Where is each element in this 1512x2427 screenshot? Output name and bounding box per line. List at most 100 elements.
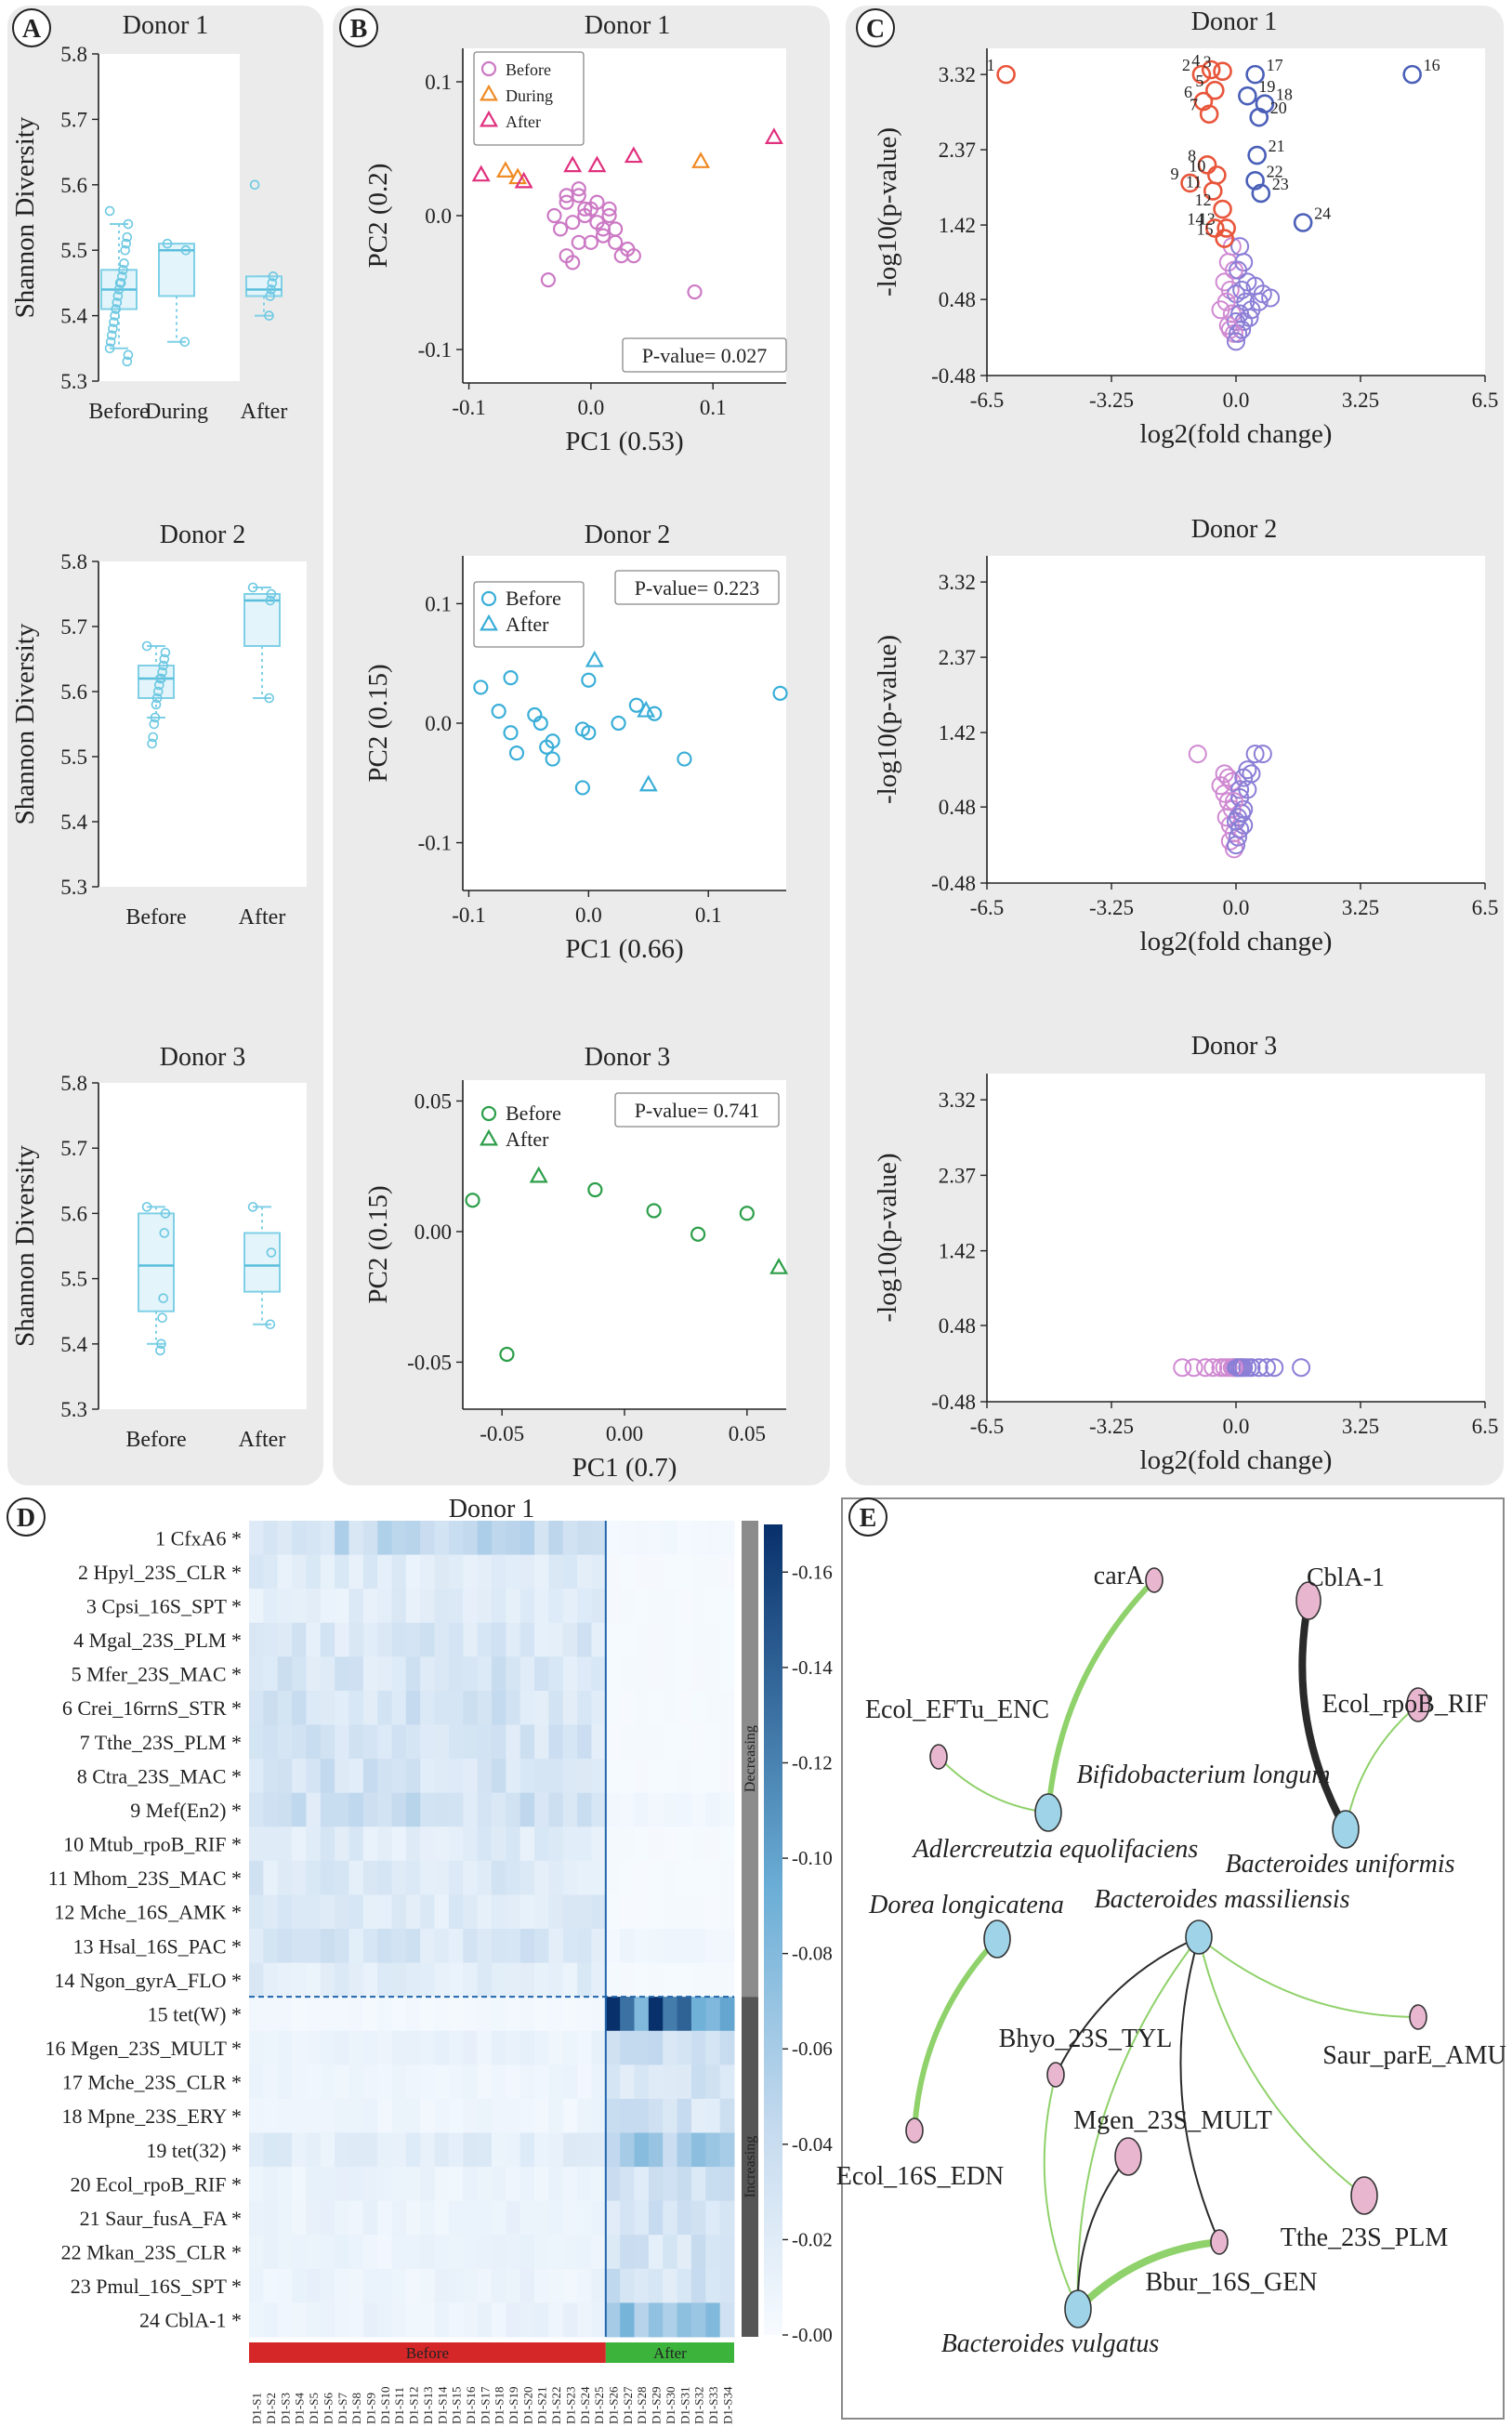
network-node bbox=[1046, 2062, 1065, 2088]
row-group-label: Decreasing bbox=[743, 1725, 758, 1792]
heatmap-cell bbox=[277, 1759, 293, 1794]
point-label: 7 bbox=[1190, 96, 1198, 114]
heatmap-cell bbox=[492, 1622, 506, 1657]
heatmap-cell bbox=[492, 1554, 506, 1589]
y-tick-label: 1.42 bbox=[939, 1240, 976, 1263]
heatmap-cell bbox=[605, 1962, 621, 1998]
network-node-label: Tthe_23S_PLM bbox=[1281, 2223, 1449, 2252]
heatmap-cell bbox=[548, 1962, 564, 1998]
data-point bbox=[1227, 836, 1245, 855]
heatmap-cell bbox=[249, 2098, 264, 2133]
column-label: D1-S10 bbox=[378, 2387, 392, 2424]
heatmap-cell bbox=[420, 1759, 436, 1794]
legend-marker bbox=[480, 590, 497, 607]
heatmap-cell bbox=[420, 2268, 436, 2303]
y-axis-label: -log10(p-value) bbox=[873, 635, 902, 804]
heatmap-cell bbox=[249, 1521, 264, 1556]
heatmap-cell bbox=[362, 1622, 378, 1657]
heatmap-cell bbox=[548, 2132, 564, 2168]
data-point bbox=[1229, 808, 1248, 827]
y-axis-label: -log10(p-value) bbox=[873, 127, 902, 297]
panel-letter-e: E bbox=[848, 1497, 887, 1537]
heatmap-cell bbox=[249, 1962, 264, 1998]
heatmap-cell bbox=[277, 1521, 293, 1556]
data-point bbox=[624, 146, 643, 164]
chart-title: Donor 1 bbox=[585, 11, 671, 40]
heatmap-cell bbox=[719, 1589, 735, 1624]
column-group-bar bbox=[249, 2342, 606, 2363]
row-label: 13 Hsal_16S_PAC * bbox=[73, 1934, 242, 1958]
box bbox=[138, 1212, 175, 1312]
point-label: 9 bbox=[1171, 165, 1179, 183]
y-tick-label: 2.37 bbox=[939, 138, 976, 162]
heatmap-cell bbox=[277, 1724, 293, 1760]
heatmap-cell bbox=[249, 1929, 264, 1964]
heatmap-cell bbox=[362, 1690, 378, 1725]
heatmap-cell bbox=[434, 1724, 450, 1760]
heatmap-cell bbox=[292, 1894, 307, 1930]
heatmap-cell bbox=[434, 1997, 450, 2032]
heatmap-cell bbox=[548, 1929, 564, 1964]
row-group-bar bbox=[742, 1521, 758, 1998]
heatmap-cell bbox=[577, 1521, 592, 1556]
heatmap-cell bbox=[348, 1962, 364, 1998]
data-point bbox=[266, 1247, 277, 1258]
data-point-decreasing bbox=[1180, 173, 1200, 193]
heatmap-cell bbox=[348, 2302, 364, 2338]
heatmap-cell bbox=[405, 1894, 421, 1930]
heatmap-cell bbox=[677, 1759, 692, 1794]
chart-title: Donor 3 bbox=[585, 1043, 671, 1072]
heatmap-cell bbox=[263, 1759, 279, 1794]
heatmap-cell bbox=[362, 1860, 378, 1895]
heatmap-cell bbox=[377, 2200, 393, 2236]
network-edge bbox=[1076, 1936, 1200, 2310]
legend-marker bbox=[480, 60, 497, 77]
data-point bbox=[687, 284, 703, 300]
heatmap-cell bbox=[620, 1929, 636, 1964]
heatmap-cell bbox=[463, 1589, 479, 1624]
heatmap-cell bbox=[362, 1929, 378, 1964]
heatmap-cell bbox=[249, 1622, 264, 1657]
heatmap-cell bbox=[591, 1894, 607, 1930]
y-tick-label: 0.48 bbox=[939, 288, 976, 311]
heatmap-cell bbox=[719, 1622, 735, 1657]
column-label: D1-S11 bbox=[392, 2387, 406, 2424]
heatmap-cell bbox=[620, 2235, 636, 2270]
heatmap-cell bbox=[434, 1894, 450, 1930]
data-point-increasing bbox=[1293, 213, 1313, 232]
heatmap-cell bbox=[391, 1860, 407, 1895]
heatmap-cell bbox=[448, 1521, 464, 1556]
y-axis-label: PC2 (0.15) bbox=[363, 1185, 393, 1303]
heatmap-cell bbox=[420, 2200, 436, 2236]
heatmap-cell bbox=[335, 2064, 349, 2100]
heatmap-cell bbox=[677, 2132, 692, 2168]
column-label: D1-S23 bbox=[563, 2387, 577, 2424]
data-point bbox=[611, 715, 626, 732]
network-node bbox=[1350, 2176, 1378, 2215]
network-node-label: carA bbox=[1094, 1562, 1145, 1590]
data-point bbox=[471, 165, 491, 182]
data-point bbox=[585, 650, 604, 667]
heatmap-cell bbox=[620, 2167, 636, 2202]
heatmap-cell bbox=[362, 1792, 378, 1827]
x-tick-label: 0.0 bbox=[1223, 389, 1250, 412]
heatmap-cell bbox=[577, 1622, 592, 1657]
heatmap-cell bbox=[420, 1554, 436, 1589]
legend-box bbox=[473, 581, 585, 648]
x-tick-label: 0.0 bbox=[575, 904, 602, 927]
heatmap-cell bbox=[591, 1656, 607, 1692]
data-point bbox=[265, 1319, 276, 1330]
heatmap-cell bbox=[492, 2268, 506, 2303]
heatmap-cell bbox=[719, 2235, 735, 2270]
heatmap-cell bbox=[534, 1792, 549, 1827]
colorbar bbox=[764, 1524, 782, 2335]
data-point bbox=[608, 221, 624, 237]
heatmap-cell bbox=[634, 1894, 650, 1930]
heatmap-cell bbox=[562, 1792, 578, 1827]
heatmap-cell bbox=[292, 1860, 307, 1895]
heatmap-cell bbox=[263, 2235, 279, 2270]
heatmap-cell bbox=[320, 1724, 335, 1760]
heatmap-cell bbox=[548, 1827, 564, 1862]
heatmap-cell bbox=[405, 1792, 421, 1827]
heatmap-cell bbox=[705, 1622, 721, 1657]
